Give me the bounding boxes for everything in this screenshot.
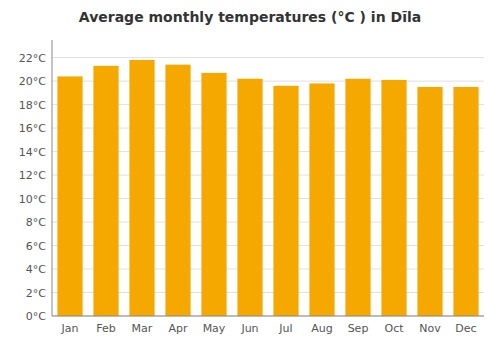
grid-line <box>52 57 484 58</box>
bar <box>93 66 118 316</box>
x-tick-label: Feb <box>96 322 115 335</box>
y-tick-label: 22°C <box>19 52 46 65</box>
x-tick-label: Sep <box>348 322 369 335</box>
x-tick-label: Dec <box>455 322 476 335</box>
y-tick-label: 8°C <box>26 216 46 229</box>
y-tick-label: 20°C <box>19 75 46 88</box>
x-tick-label: Jan <box>61 322 79 335</box>
x-tick-label: Mar <box>132 322 153 335</box>
y-tick-label: 10°C <box>19 193 46 206</box>
y-axis-line <box>52 40 53 316</box>
y-tick-label: 6°C <box>26 240 46 253</box>
bar <box>237 79 262 316</box>
y-tick-label: 12°C <box>19 169 46 182</box>
x-tick-label: Oct <box>384 322 404 335</box>
bar <box>453 87 478 316</box>
bar <box>57 76 82 316</box>
bar <box>129 60 154 316</box>
x-tick-label: Jun <box>240 322 258 335</box>
chart: Average monthly temperatures (°C ) in Dī… <box>0 0 500 350</box>
x-tick-label: Jul <box>278 322 292 335</box>
y-tick-label: 14°C <box>19 146 46 159</box>
grid <box>52 58 484 316</box>
x-tick-label: Aug <box>311 322 332 335</box>
y-tick-label: 16°C <box>19 122 46 135</box>
y-tick-label: 2°C <box>26 287 46 300</box>
bar <box>345 79 370 316</box>
title: Average monthly temperatures (°C ) in Dī… <box>79 9 421 25</box>
bar <box>201 73 226 316</box>
grid-line <box>52 316 484 317</box>
y-tick-label: 0°C <box>26 310 46 323</box>
x-axis-line <box>52 316 484 317</box>
bar <box>165 65 190 316</box>
y-tick-label: 18°C <box>19 99 46 112</box>
x-tick-label: Apr <box>168 322 188 335</box>
x-tick-label: May <box>203 322 226 335</box>
bar <box>273 86 298 316</box>
y-tick-label: 4°C <box>26 263 46 276</box>
bars <box>57 60 478 316</box>
bar <box>417 87 442 316</box>
bar <box>381 80 406 316</box>
x-tick-label: Nov <box>419 322 441 335</box>
bar <box>309 83 334 316</box>
